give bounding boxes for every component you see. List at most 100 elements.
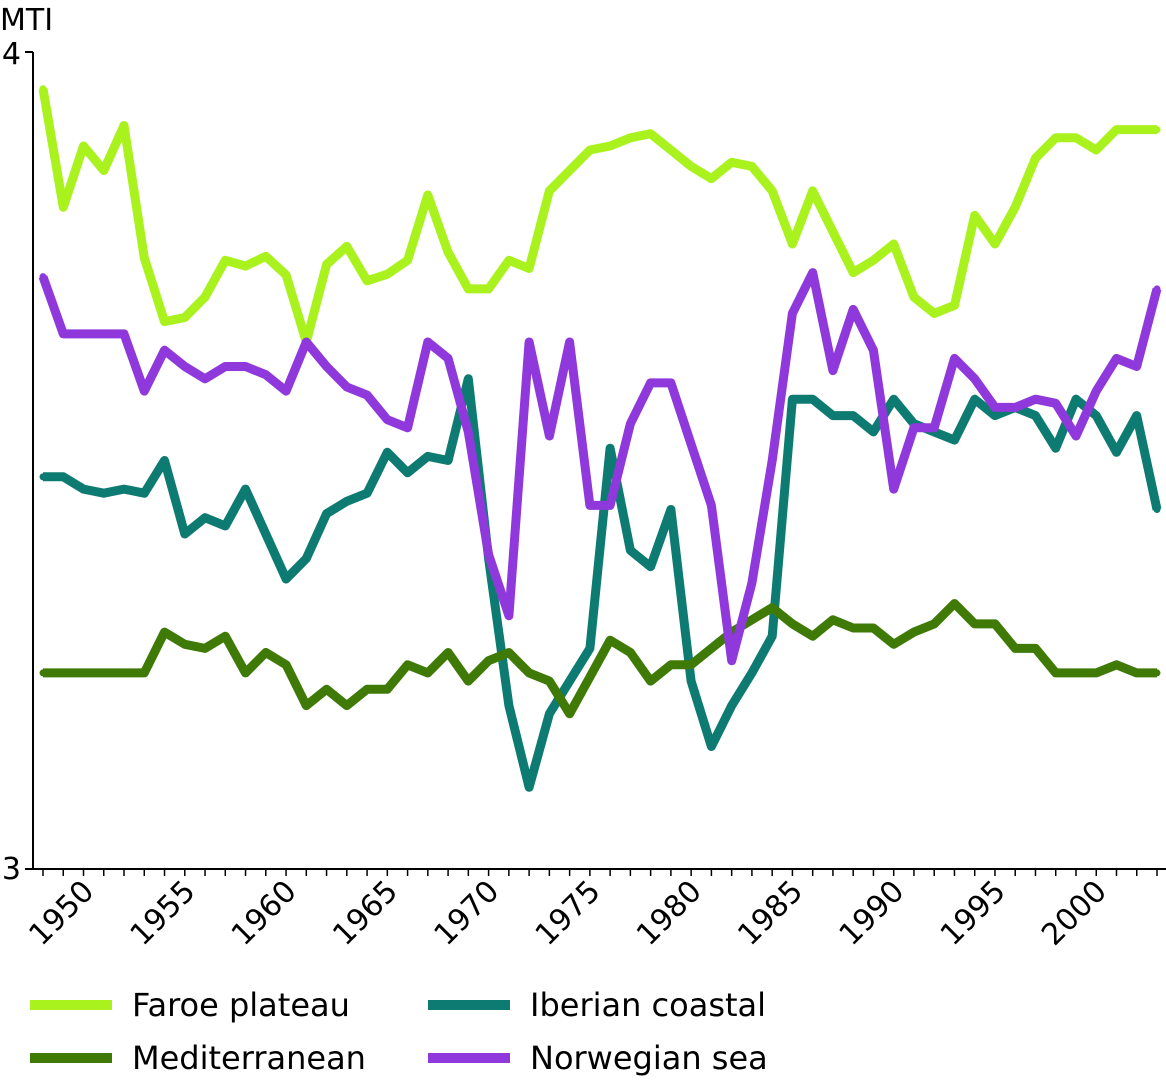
data-point-norwegian-sea bbox=[39, 273, 47, 281]
data-point-faroe-plateau bbox=[869, 256, 877, 264]
data-point-norwegian-sea bbox=[606, 501, 614, 509]
data-point-iberian-coastal bbox=[39, 473, 47, 481]
data-point-faroe-plateau bbox=[1112, 126, 1120, 134]
data-point-faroe-plateau bbox=[890, 240, 898, 248]
data-point-faroe-plateau bbox=[383, 270, 391, 278]
data-point-faroe-plateau bbox=[505, 256, 513, 264]
data-point-norwegian-sea bbox=[343, 383, 351, 391]
data-point-iberian-coastal bbox=[120, 485, 128, 493]
y-axis-title: MTI bbox=[0, 3, 53, 38]
data-point-mediterranean bbox=[545, 677, 553, 685]
data-point-norwegian-sea bbox=[383, 416, 391, 424]
data-point-faroe-plateau bbox=[444, 248, 452, 256]
data-point-mediterranean bbox=[383, 685, 391, 693]
data-point-norwegian-sea bbox=[80, 330, 88, 338]
data-point-norwegian-sea bbox=[161, 346, 169, 354]
data-point-iberian-coastal bbox=[606, 444, 614, 452]
data-point-norwegian-sea bbox=[1011, 403, 1019, 411]
x-tick-label: 1950 bbox=[22, 874, 101, 953]
data-point-mediterranean bbox=[566, 710, 574, 718]
data-point-mediterranean bbox=[525, 669, 533, 677]
data-point-iberian-coastal bbox=[302, 555, 310, 563]
data-point-iberian-coastal bbox=[545, 710, 553, 718]
data-point-faroe-plateau bbox=[1092, 146, 1100, 154]
data-point-faroe-plateau bbox=[181, 314, 189, 322]
data-point-faroe-plateau bbox=[39, 85, 47, 93]
data-point-norwegian-sea bbox=[140, 387, 148, 395]
data-point-norwegian-sea bbox=[788, 309, 796, 317]
data-point-norwegian-sea bbox=[950, 354, 958, 362]
data-point-mediterranean bbox=[120, 669, 128, 677]
data-point-faroe-plateau bbox=[950, 301, 958, 309]
data-point-iberian-coastal bbox=[809, 395, 817, 403]
legend: Faroe plateau Iberian coastal Mediterranea… bbox=[30, 986, 768, 1077]
data-point-faroe-plateau bbox=[100, 166, 108, 174]
data-point-mediterranean bbox=[890, 640, 898, 648]
data-point-iberian-coastal bbox=[849, 412, 857, 420]
data-point-faroe-plateau bbox=[242, 262, 250, 270]
data-point-norwegian-sea bbox=[687, 440, 695, 448]
data-point-norwegian-sea bbox=[59, 330, 67, 338]
data-point-iberian-coastal bbox=[788, 395, 796, 403]
data-point-iberian-coastal bbox=[505, 702, 513, 710]
data-point-mediterranean bbox=[282, 661, 290, 669]
data-point-norwegian-sea bbox=[707, 501, 715, 509]
data-point-faroe-plateau bbox=[59, 203, 67, 211]
data-point-norwegian-sea bbox=[100, 330, 108, 338]
data-point-mediterranean bbox=[869, 624, 877, 632]
data-point-iberian-coastal bbox=[404, 469, 412, 477]
data-point-mediterranean bbox=[829, 616, 837, 624]
data-point-norwegian-sea bbox=[626, 420, 634, 428]
data-point-iberian-coastal bbox=[80, 485, 88, 493]
data-point-faroe-plateau bbox=[161, 318, 169, 326]
x-tick-label: 1960 bbox=[225, 874, 304, 953]
data-point-mediterranean bbox=[1052, 669, 1060, 677]
data-point-norwegian-sea bbox=[444, 354, 452, 362]
data-point-norwegian-sea bbox=[181, 363, 189, 371]
data-point-norwegian-sea bbox=[991, 403, 999, 411]
data-point-mediterranean bbox=[80, 669, 88, 677]
data-point-mediterranean bbox=[242, 669, 250, 677]
series-line-faroe-plateau bbox=[38, 88, 1157, 347]
data-point-norwegian-sea bbox=[545, 432, 553, 440]
data-point-iberian-coastal bbox=[343, 497, 351, 505]
data-point-faroe-plateau bbox=[120, 122, 128, 130]
y-tick-label: 3 bbox=[2, 852, 21, 887]
data-point-faroe-plateau bbox=[404, 256, 412, 264]
data-point-faroe-plateau bbox=[201, 293, 209, 301]
data-point-iberian-coastal bbox=[221, 522, 229, 530]
data-point-mediterranean bbox=[768, 604, 776, 612]
data-point-norwegian-sea bbox=[1072, 432, 1080, 440]
data-point-iberian-coastal bbox=[59, 473, 67, 481]
data-point-mediterranean bbox=[849, 624, 857, 632]
data-point-iberian-coastal bbox=[140, 489, 148, 497]
data-point-norwegian-sea bbox=[201, 375, 209, 383]
data-point-iberian-coastal bbox=[991, 412, 999, 420]
data-point-mediterranean bbox=[201, 644, 209, 652]
data-point-mediterranean bbox=[809, 632, 817, 640]
data-point-mediterranean bbox=[930, 620, 938, 628]
data-point-norwegian-sea bbox=[525, 338, 533, 346]
data-point-faroe-plateau bbox=[930, 309, 938, 317]
data-point-norwegian-sea bbox=[505, 612, 513, 620]
data-point-mediterranean bbox=[1092, 669, 1100, 677]
data-point-faroe-plateau bbox=[1153, 126, 1161, 134]
data-point-faroe-plateau bbox=[687, 162, 695, 170]
data-point-iberian-coastal bbox=[323, 510, 331, 518]
data-point-faroe-plateau bbox=[707, 175, 715, 183]
data-point-mediterranean bbox=[1112, 661, 1120, 669]
x-tick-label: 1980 bbox=[630, 874, 709, 953]
data-point-faroe-plateau bbox=[910, 293, 918, 301]
data-point-faroe-plateau bbox=[1133, 126, 1141, 134]
data-point-mediterranean bbox=[991, 620, 999, 628]
data-point-faroe-plateau bbox=[525, 265, 533, 273]
data-point-faroe-plateau bbox=[991, 240, 999, 248]
legend-label-mediterranean: Mediterranean bbox=[132, 1039, 366, 1077]
data-point-iberian-coastal bbox=[748, 669, 756, 677]
data-point-faroe-plateau bbox=[768, 187, 776, 195]
data-point-faroe-plateau bbox=[221, 256, 229, 264]
x-axis-ticks: 1950 1955 1960 1965 1970 1975 1980 1985 1990 1995… bbox=[22, 869, 1158, 953]
data-point-iberian-coastal bbox=[383, 448, 391, 456]
data-point-mediterranean bbox=[950, 599, 958, 607]
data-point-mediterranean bbox=[140, 669, 148, 677]
